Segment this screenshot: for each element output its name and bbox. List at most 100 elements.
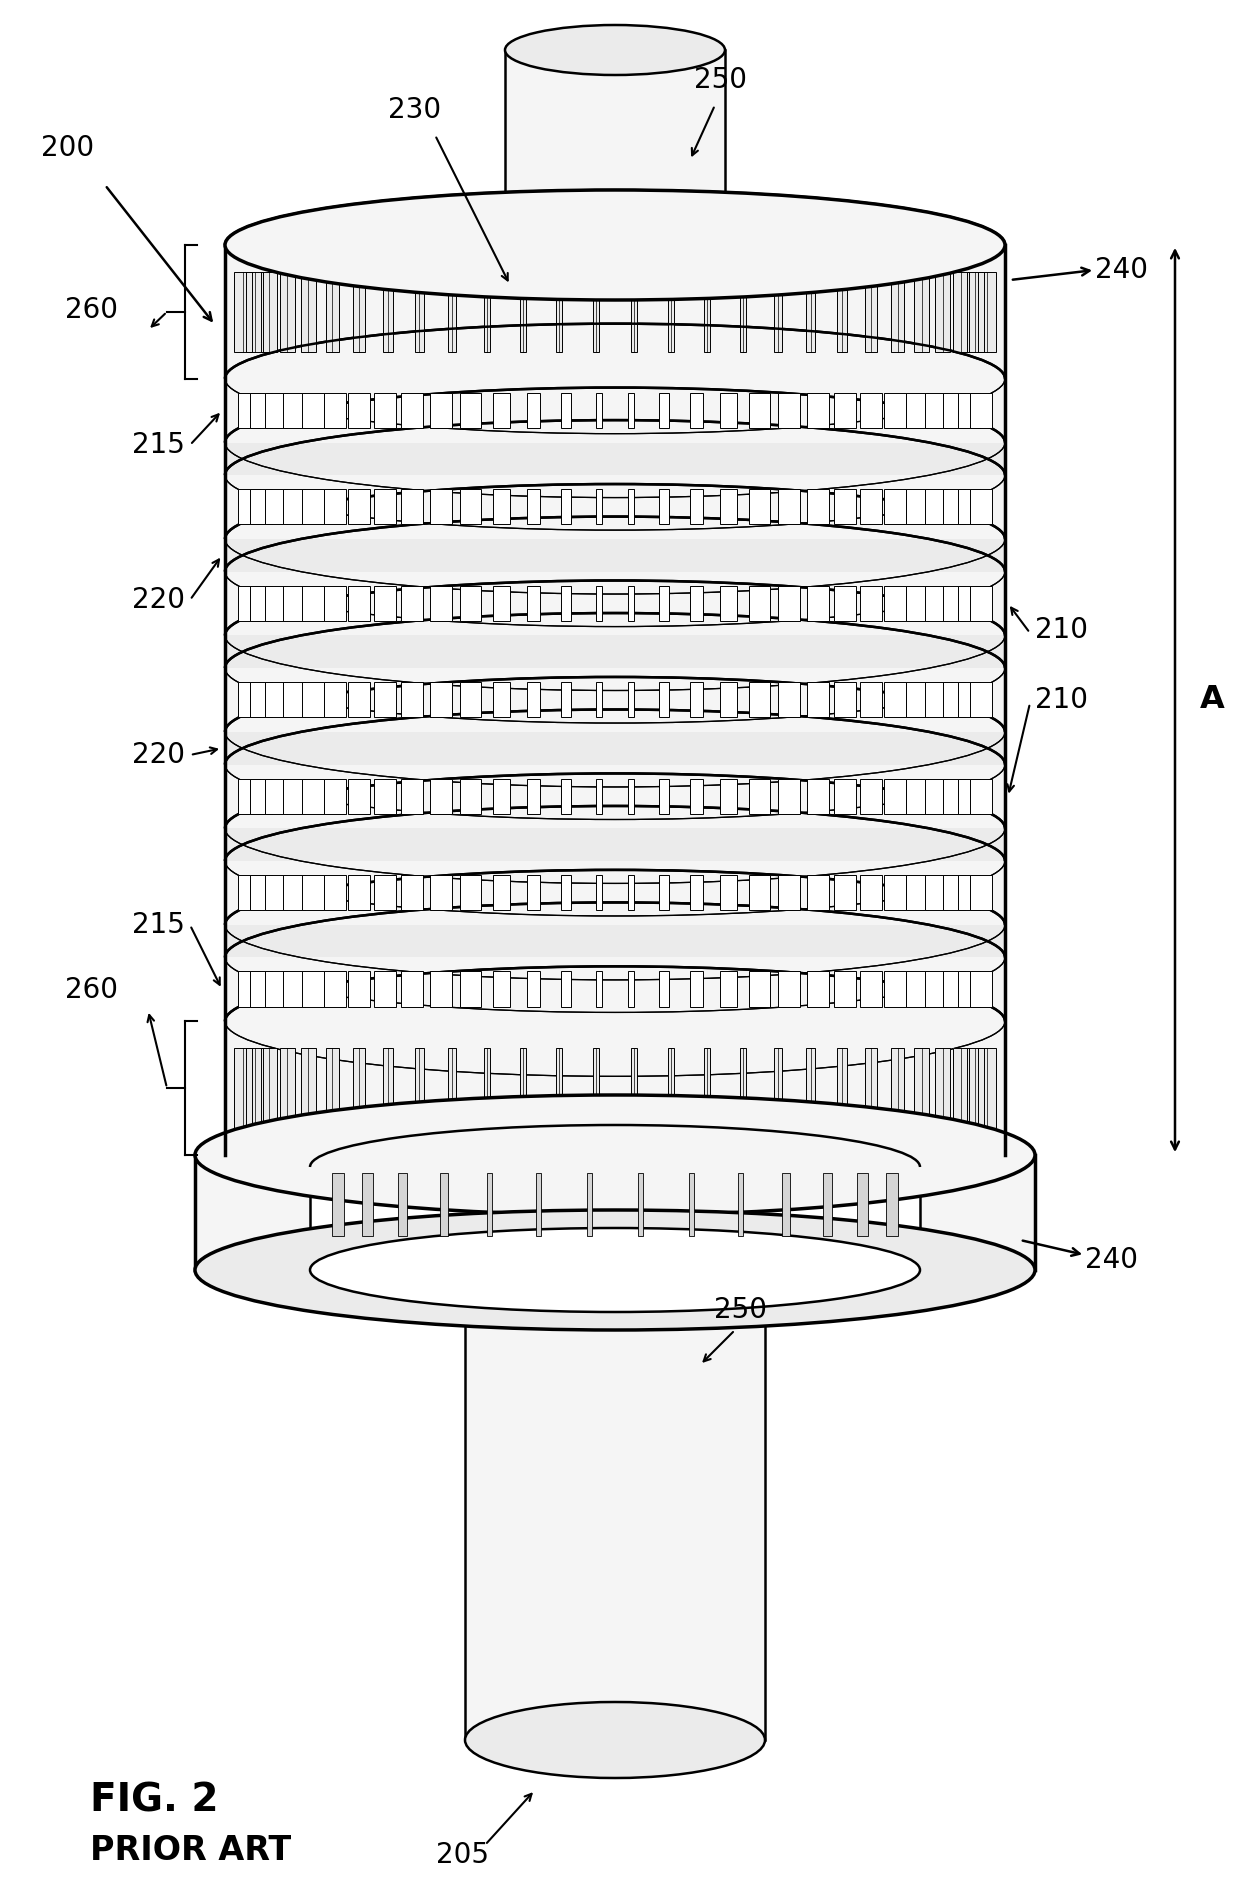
Bar xyxy=(283,393,305,429)
Bar xyxy=(861,586,882,620)
Bar xyxy=(905,683,928,717)
Bar xyxy=(353,271,365,353)
Bar xyxy=(557,1047,562,1129)
Bar xyxy=(265,875,288,911)
Bar xyxy=(430,489,451,524)
Bar xyxy=(303,489,324,524)
Bar xyxy=(892,1047,904,1129)
Bar xyxy=(749,683,770,717)
Bar xyxy=(494,586,510,620)
Bar xyxy=(740,271,746,353)
Bar xyxy=(430,971,451,1007)
Bar xyxy=(835,393,857,429)
Bar xyxy=(720,586,737,620)
Text: 250: 250 xyxy=(713,1296,766,1324)
Bar xyxy=(398,1172,408,1237)
Bar xyxy=(280,1047,295,1129)
Bar xyxy=(494,971,510,1007)
Bar xyxy=(892,271,904,353)
Bar xyxy=(224,926,1004,958)
Bar xyxy=(324,586,346,620)
Bar xyxy=(925,875,947,911)
Ellipse shape xyxy=(310,1227,920,1313)
Ellipse shape xyxy=(195,1095,1035,1214)
Bar xyxy=(835,875,857,911)
Bar xyxy=(660,586,670,620)
Bar xyxy=(595,489,601,524)
Bar xyxy=(782,1172,790,1237)
Bar xyxy=(967,271,983,353)
Bar xyxy=(262,1047,278,1129)
Bar xyxy=(704,271,711,353)
Bar xyxy=(779,683,800,717)
Bar xyxy=(195,1155,1035,1269)
Bar xyxy=(430,778,451,814)
Bar xyxy=(594,1047,599,1129)
Bar xyxy=(689,1172,694,1237)
Bar xyxy=(303,875,324,911)
Bar xyxy=(303,971,324,1007)
Bar xyxy=(527,586,541,620)
Bar xyxy=(303,393,324,429)
Bar xyxy=(401,489,423,524)
Bar xyxy=(884,683,906,717)
Bar xyxy=(807,489,830,524)
Bar xyxy=(959,586,980,620)
Bar xyxy=(942,393,965,429)
Bar xyxy=(310,1167,920,1282)
Ellipse shape xyxy=(224,190,1004,300)
Bar xyxy=(925,971,947,1007)
Bar xyxy=(250,683,272,717)
Bar xyxy=(704,1047,711,1129)
Text: 200: 200 xyxy=(41,135,94,161)
Bar xyxy=(557,271,562,353)
Bar xyxy=(689,489,703,524)
Bar xyxy=(668,271,673,353)
Text: 230: 230 xyxy=(388,97,441,123)
Bar xyxy=(861,489,882,524)
Bar xyxy=(238,586,259,620)
Bar xyxy=(224,829,1004,861)
Bar xyxy=(720,875,737,911)
Bar xyxy=(246,271,263,353)
Bar xyxy=(536,1172,541,1237)
Bar xyxy=(905,393,928,429)
Bar xyxy=(835,971,857,1007)
Bar xyxy=(774,271,781,353)
Ellipse shape xyxy=(465,1702,765,1777)
Bar xyxy=(505,49,725,245)
Bar xyxy=(779,586,800,620)
Bar xyxy=(326,1047,339,1129)
Bar xyxy=(373,778,396,814)
Bar xyxy=(520,271,526,353)
Bar xyxy=(494,778,510,814)
Bar xyxy=(837,1047,847,1129)
Bar xyxy=(837,271,847,353)
Bar xyxy=(527,393,541,429)
Bar xyxy=(224,635,1004,668)
Bar xyxy=(835,778,857,814)
Bar xyxy=(449,1047,456,1129)
Bar xyxy=(560,683,570,717)
Bar xyxy=(353,271,365,353)
Bar xyxy=(631,1047,636,1129)
Bar xyxy=(324,875,346,911)
Bar xyxy=(238,875,259,911)
Bar xyxy=(689,586,703,620)
Bar xyxy=(892,1047,904,1129)
Text: 220: 220 xyxy=(131,586,185,615)
Bar xyxy=(401,586,423,620)
Bar xyxy=(861,875,882,911)
Bar xyxy=(373,683,396,717)
Bar xyxy=(629,393,635,429)
Bar xyxy=(942,683,965,717)
Bar xyxy=(594,1047,599,1129)
Bar xyxy=(440,1172,448,1237)
Bar xyxy=(942,778,965,814)
Bar xyxy=(595,393,601,429)
Bar xyxy=(668,271,673,353)
Bar xyxy=(892,271,904,353)
Bar xyxy=(262,271,278,353)
Bar xyxy=(689,875,703,911)
Bar xyxy=(430,586,451,620)
